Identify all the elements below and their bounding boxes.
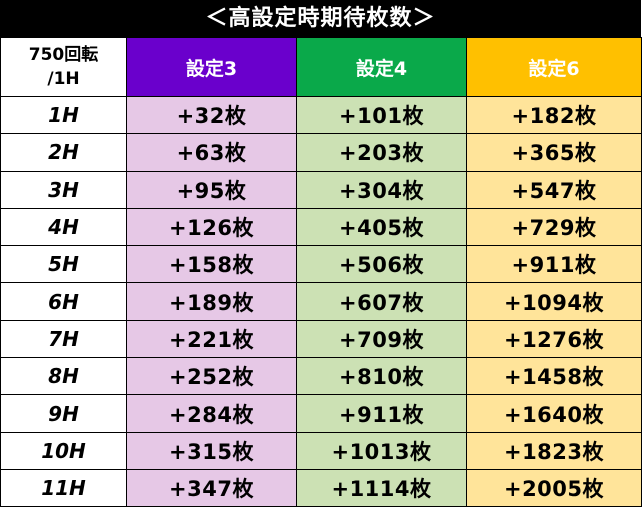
setting6-cell: +1094枚 — [466, 282, 642, 321]
setting4-cell: +1114枚 — [296, 468, 467, 507]
setting6-cell: +1823枚 — [466, 431, 642, 470]
setting4-header: 設定4 — [296, 37, 467, 97]
setting3-cell: +284枚 — [126, 394, 297, 433]
setting3-header: 設定3 — [126, 37, 297, 97]
table-row: 1H +32枚 +101枚 +182枚 — [0, 95, 642, 135]
setting6-cell: +911枚 — [466, 245, 642, 284]
setting6-cell: +182枚 — [466, 95, 642, 135]
setting3-cell: +158枚 — [126, 245, 297, 284]
setting3-cell: +32枚 — [126, 95, 297, 135]
table-row: 7H +221枚 +709枚 +1276枚 — [0, 319, 642, 359]
setting6-cell: +729枚 — [466, 207, 642, 247]
setting4-cell: +1013枚 — [296, 431, 467, 470]
table-body: 1H +32枚 +101枚 +182枚 2H +63枚 +203枚 +365枚 3H +95枚 +3… — [0, 95, 642, 507]
setting3-cell: +315枚 — [126, 431, 297, 470]
setting6-cell: +2005枚 — [466, 468, 642, 507]
corner-header: 750回転 /1H — [0, 37, 127, 97]
table-row: 10H +315枚 +1013枚 +1823枚 — [0, 431, 642, 470]
setting4-cell: +405枚 — [296, 207, 467, 247]
setting6-header: 設定6 — [466, 37, 642, 97]
setting4-cell: +101枚 — [296, 95, 467, 135]
expected-medals-table: 750回転 /1H 設定3 設定4 設定6 1H +32枚 +101枚 +182枚 2H… — [0, 37, 642, 507]
setting4-cell: +607枚 — [296, 282, 467, 321]
setting4-cell: +709枚 — [296, 319, 467, 359]
corner-header-line2: /1H — [47, 69, 80, 89]
hours-cell: 1H — [0, 95, 127, 135]
hours-cell: 8H — [0, 357, 127, 396]
setting3-cell: +347枚 — [126, 468, 297, 507]
table-row: 9H +284枚 +911枚 +1640枚 — [0, 394, 642, 433]
hours-cell: 4H — [0, 207, 127, 247]
setting6-cell: +1276枚 — [466, 319, 642, 359]
table-row: 2H +63枚 +203枚 +365枚 — [0, 133, 642, 172]
hours-cell: 3H — [0, 170, 127, 209]
hours-cell: 5H — [0, 245, 127, 284]
setting3-cell: +95枚 — [126, 170, 297, 209]
table-row: 3H +95枚 +304枚 +547枚 — [0, 170, 642, 209]
corner-header-line1: 750回転 — [28, 45, 99, 65]
setting6-cell: +1640枚 — [466, 394, 642, 433]
table-row: 6H +189枚 +607枚 +1094枚 — [0, 282, 642, 321]
hours-cell: 10H — [0, 431, 127, 470]
hours-cell: 2H — [0, 133, 127, 172]
hours-cell: 9H — [0, 394, 127, 433]
setting6-cell: +547枚 — [466, 170, 642, 209]
setting4-cell: +304枚 — [296, 170, 467, 209]
setting6-cell: +365枚 — [466, 133, 642, 172]
setting3-cell: +252枚 — [126, 357, 297, 396]
hours-cell: 6H — [0, 282, 127, 321]
setting6-cell: +1458枚 — [466, 357, 642, 396]
setting3-cell: +126枚 — [126, 207, 297, 247]
table-title: ＜高設定時期待枚数＞ — [0, 0, 641, 37]
setting4-cell: +203枚 — [296, 133, 467, 172]
table-row: 5H +158枚 +506枚 +911枚 — [0, 245, 642, 284]
setting4-cell: +911枚 — [296, 394, 467, 433]
table-row: 8H +252枚 +810枚 +1458枚 — [0, 357, 642, 396]
hours-cell: 7H — [0, 319, 127, 359]
setting4-cell: +506枚 — [296, 245, 467, 284]
table-row: 11H +347枚 +1114枚 +2005枚 — [0, 468, 642, 507]
setting4-cell: +810枚 — [296, 357, 467, 396]
setting3-cell: +221枚 — [126, 319, 297, 359]
table-row: 4H +126枚 +405枚 +729枚 — [0, 207, 642, 247]
hours-cell: 11H — [0, 468, 127, 507]
setting3-cell: +189枚 — [126, 282, 297, 321]
header-row: 750回転 /1H 設定3 設定4 設定6 — [0, 37, 642, 97]
setting3-cell: +63枚 — [126, 133, 297, 172]
